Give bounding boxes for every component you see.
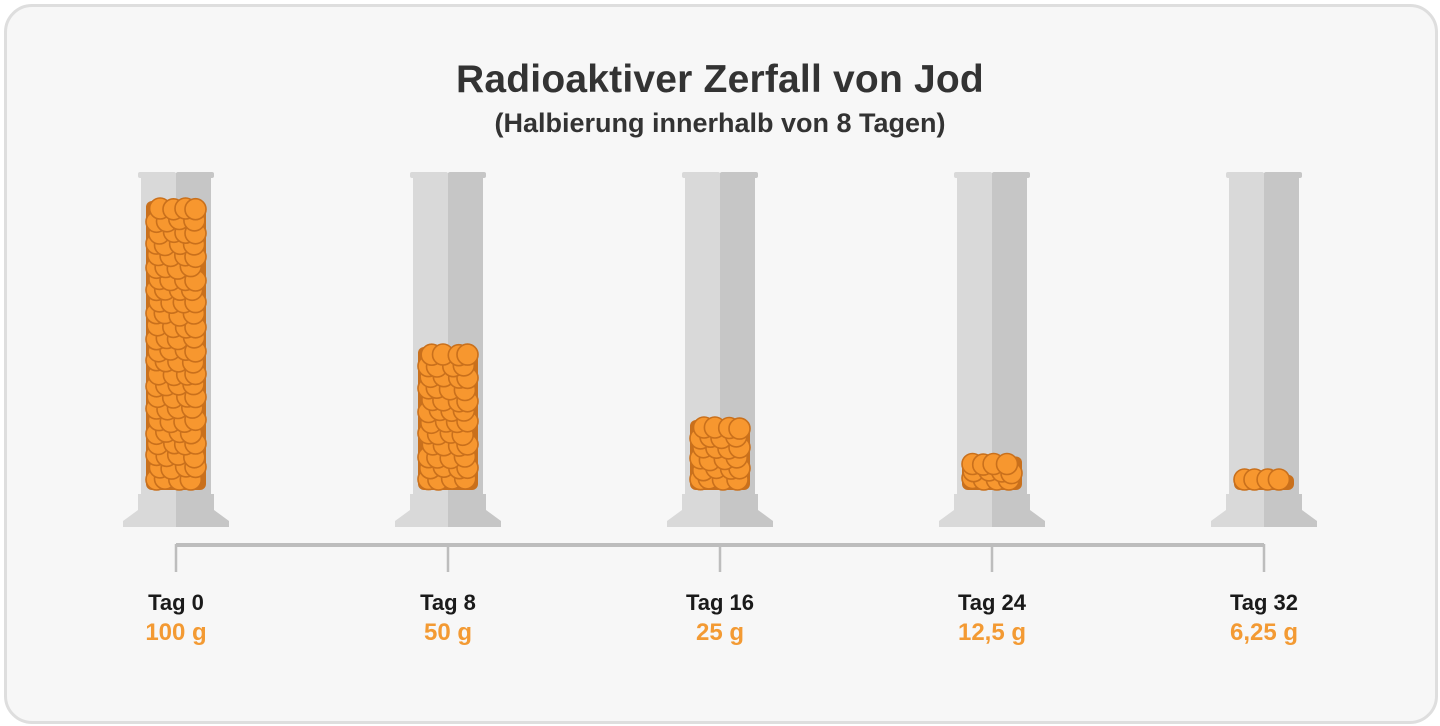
cylinder-neck-left: [138, 494, 176, 514]
cylinder-base-left: [395, 510, 448, 527]
stage-mass-label: 100 g: [145, 619, 207, 646]
diagram-title: Radioaktiver Zerfall von Jod: [456, 58, 984, 101]
particle: [1267, 468, 1291, 491]
particles-2: [689, 416, 751, 491]
particles-0: [145, 197, 207, 491]
cylinder-rim-right: [720, 172, 758, 178]
cylinder-rim-left: [954, 172, 992, 178]
cylinder-neck-left: [954, 494, 992, 514]
stage-mass-label: 6,25 g: [1229, 619, 1299, 646]
cylinder-base-left: [1211, 510, 1264, 527]
cylinder-rim-left: [682, 172, 720, 178]
stage-mass-label: 12,5 g: [957, 619, 1027, 646]
cylinder-4: [1211, 172, 1317, 527]
cylinder-1: [395, 172, 501, 527]
cylinder-base-left: [667, 510, 720, 527]
cylinder-base-left: [939, 510, 992, 527]
cylinder-base-right: [176, 510, 229, 527]
cylinder-rim-right: [448, 172, 486, 178]
particle: [728, 417, 751, 440]
cylinder-rim-left: [410, 172, 448, 178]
cylinder-neck-right: [992, 494, 1030, 514]
cylinder-rim-left: [138, 172, 176, 178]
particles-3: [961, 452, 1023, 491]
stage-day-label: Tag 16: [685, 590, 755, 615]
stage-day-label: Tag 24: [957, 590, 1027, 615]
cylinder-3: [939, 172, 1045, 527]
cylinder-neck-right: [720, 494, 758, 514]
cylinder-0: [123, 172, 229, 527]
stage-day-label: Tag 32: [1229, 590, 1299, 615]
particle: [995, 452, 1019, 476]
cylinder-rim-right: [992, 172, 1030, 178]
cylinder-neck-right: [448, 494, 486, 514]
timeline: [174, 543, 1266, 572]
cylinder-base-left: [123, 510, 176, 527]
cylinder-base-right: [1264, 510, 1317, 527]
cylinder-base-right: [720, 510, 773, 527]
cylinder-neck-left: [682, 494, 720, 514]
cylinder-neck-right: [1264, 494, 1302, 514]
stage-mass-label: 50 g: [423, 619, 473, 646]
particle: [184, 197, 207, 221]
particles-4: [1233, 468, 1294, 491]
cylinder-neck-left: [410, 494, 448, 514]
cylinder-glass-right: [992, 173, 1027, 496]
stage-mass-label: 25 g: [695, 619, 745, 646]
cylinder-base-right: [992, 510, 1045, 527]
stage-day-label: Tag 8: [420, 590, 476, 615]
cylinder-glass-left: [1229, 173, 1264, 496]
cylinder-glass-left: [957, 173, 992, 496]
particles-1: [417, 343, 479, 491]
particle: [456, 343, 479, 366]
cylinder-rim-left: [1226, 172, 1264, 178]
diagram-subtitle: (Halbierung innerhalb von 8 Tagen): [494, 108, 946, 138]
cylinder-base-right: [448, 510, 501, 527]
cylinder-rim-right: [1264, 172, 1302, 178]
cylinder-2: [667, 172, 773, 527]
stage-day-label: Tag 0: [148, 590, 204, 615]
cylinders-group: [123, 172, 1317, 527]
cylinder-neck-right: [176, 494, 214, 514]
cylinder-glass-right: [1264, 173, 1299, 496]
cylinder-neck-left: [1226, 494, 1264, 514]
cylinder-rim-right: [176, 172, 214, 178]
